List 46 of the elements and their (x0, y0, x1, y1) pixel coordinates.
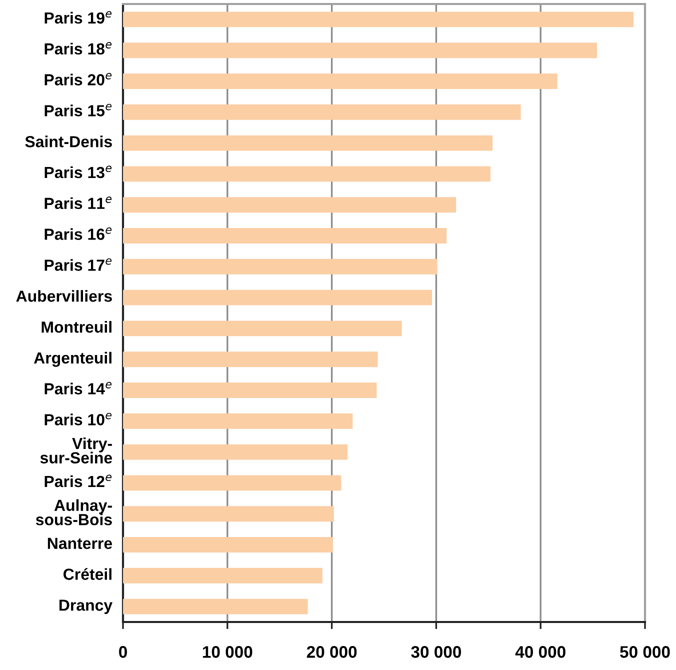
y-tick-label: Paris 16$^{e}$ (44, 227, 112, 240)
x-tick-label: 10 000 (202, 646, 252, 658)
y-tick-label: Aulnay- sous-Bois (36, 499, 112, 526)
bar (123, 166, 490, 182)
y-tick-label: Paris 10$^{e}$ (44, 412, 112, 426)
y-tick-label: Montreuil (42, 321, 112, 333)
bar (123, 258, 438, 274)
x-tick-label: 30 000 (411, 646, 462, 658)
bar (123, 12, 634, 28)
bar (123, 506, 334, 522)
x-tick-label: 0 (119, 646, 127, 658)
y-tick-label: Drancy (59, 600, 112, 614)
y-tick-label: Paris 20$^{e}$ (44, 72, 112, 86)
y-tick-label: Paris 17$^{e}$ (44, 258, 112, 271)
bar (123, 42, 597, 58)
bar (123, 104, 521, 120)
y-tick-label: Aubervilliers (16, 290, 112, 302)
x-tick-label: 40 000 (515, 646, 566, 658)
x-tick-label: 20 000 (306, 646, 357, 658)
bar (123, 413, 353, 429)
y-tick-label: Paris 12$^{e}$ (44, 474, 112, 488)
y-tick-label: Paris 14$^{e}$ (44, 382, 112, 394)
bar (123, 320, 402, 336)
y-tick-label: Paris 11$^{e}$ (44, 196, 112, 210)
y-tick-label: Nanterre (48, 538, 112, 550)
bar (123, 228, 447, 244)
y-tick-label: Paris 13$^{e}$ (44, 166, 112, 178)
y-tick-label: Paris 18$^{e}$ (44, 42, 112, 55)
y-tick-label: Vitry- sur-Seine (40, 437, 112, 464)
bar (123, 444, 348, 460)
y-tick-label: Paris 19$^{e}$ (44, 11, 112, 24)
bar (123, 382, 377, 398)
y-tick-label: Saint-Denis (25, 136, 112, 148)
bar (123, 197, 456, 213)
bar (123, 568, 322, 584)
bar (123, 352, 378, 368)
y-tick-label: Paris 15$^{e}$ (44, 104, 112, 116)
bar (123, 537, 333, 552)
y-tick-label: Argenteuil (34, 352, 112, 367)
y-tick-label: Créteil (64, 568, 112, 580)
bar (123, 475, 342, 491)
bar (123, 135, 493, 151)
x-tick-label: 50 000 (620, 646, 670, 658)
bar (123, 598, 308, 614)
bar (123, 74, 558, 89)
bar (123, 290, 432, 306)
